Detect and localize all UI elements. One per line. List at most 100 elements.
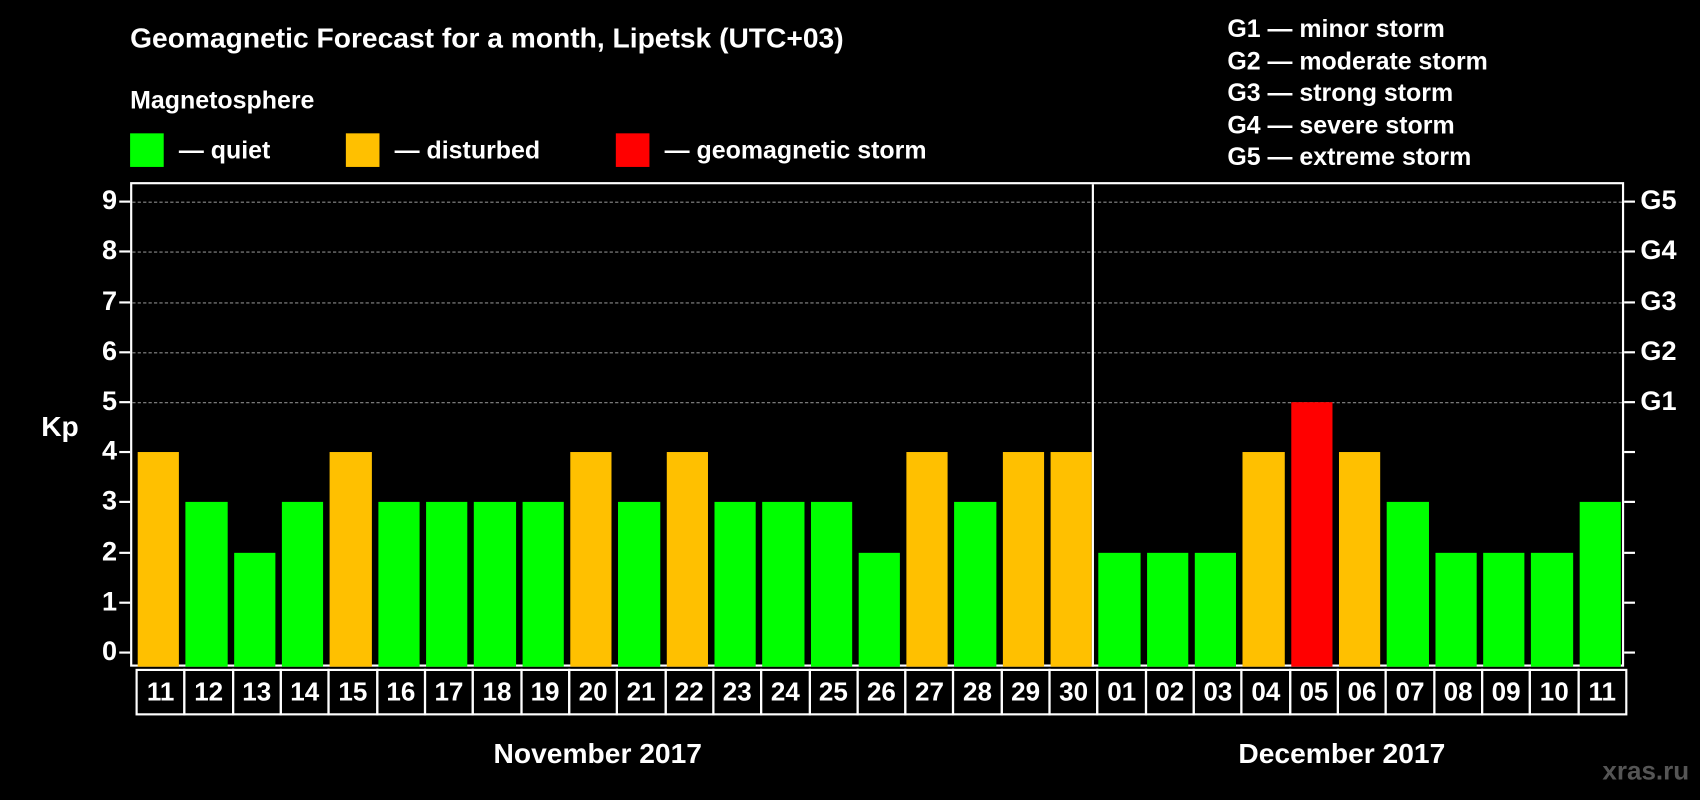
y-tick-right-2 — [1624, 551, 1635, 554]
bar-26-quiet — [1387, 502, 1429, 667]
chart-title: Geomagnetic Forecast for a month, Lipets… — [130, 21, 844, 55]
y-tick-label-8: 8 — [102, 235, 118, 267]
date-cell: 03 — [1192, 668, 1243, 716]
date-cell: 29 — [1000, 668, 1051, 716]
date-cell: 28 — [952, 668, 1003, 716]
bar-4-disturbed — [329, 452, 372, 667]
date-cell: 05 — [1288, 668, 1340, 716]
legend-label-quiet: — quiet — [178, 134, 271, 164]
y-tick-right-4 — [1624, 451, 1635, 454]
bar-22-quiet — [1194, 552, 1237, 667]
bar-0-disturbed — [137, 452, 180, 667]
date-cell: 23 — [712, 668, 763, 716]
date-cell: 21 — [616, 668, 667, 716]
y-tick-label-1: 1 — [102, 586, 118, 617]
date-cell: 26 — [856, 668, 907, 716]
date-cell: 16 — [375, 668, 427, 716]
y-tick-right-5 — [1624, 401, 1635, 404]
bar-28-quiet — [1483, 552, 1525, 667]
gridline-7 — [132, 301, 1622, 304]
date-cell: 22 — [664, 668, 715, 716]
y-tick-label-5: 5 — [102, 385, 118, 417]
bar-19-disturbed — [1050, 452, 1093, 667]
y-tick-1 — [119, 601, 131, 604]
date-cell: 20 — [568, 668, 619, 716]
y-tick-label-7: 7 — [102, 285, 118, 317]
date-cell: 13 — [231, 668, 282, 716]
bar-20-quiet — [1098, 552, 1141, 667]
y-tick-label-2: 2 — [102, 536, 118, 567]
date-cell: 12 — [183, 668, 234, 716]
date-cell: 01 — [1096, 668, 1147, 716]
y-tick-2 — [119, 551, 131, 554]
date-cell: 08 — [1432, 668, 1484, 716]
y-tick-9 — [119, 200, 131, 203]
date-cell: 11 — [1577, 668, 1628, 716]
bar-18-disturbed — [1002, 452, 1045, 667]
y-tick-label-6: 6 — [102, 335, 118, 367]
y-tick-label-9: 9 — [102, 185, 118, 216]
bar-29-quiet — [1531, 552, 1573, 667]
bar-17-quiet — [954, 502, 997, 667]
y-tick-right-7 — [1624, 300, 1635, 304]
watermark: xras.ru — [1602, 756, 1690, 786]
bar-7-quiet — [474, 502, 516, 667]
bar-15-quiet — [858, 552, 901, 667]
bar-3-quiet — [281, 502, 324, 667]
y-tick-6 — [119, 350, 131, 354]
g-axis-label-g4: G4 — [1640, 235, 1677, 267]
date-cell: 30 — [1048, 668, 1099, 716]
date-cell: 14 — [279, 668, 330, 716]
gridline-9 — [132, 201, 1622, 203]
date-cell: 18 — [471, 668, 523, 716]
bar-2-quiet — [233, 552, 276, 667]
bar-8-quiet — [522, 502, 564, 667]
y-tick-8 — [119, 250, 131, 253]
bar-11-disturbed — [666, 452, 708, 667]
g-axis-label-g1: G1 — [1640, 385, 1677, 417]
y-tick-right-6 — [1624, 350, 1635, 354]
legend-label-disturbed: — disturbed — [394, 134, 541, 164]
legend-item-storm: — geomagnetic storm — [615, 132, 926, 167]
y-tick-right-3 — [1624, 501, 1635, 504]
date-cell: 19 — [519, 668, 571, 716]
bar-25-disturbed — [1339, 452, 1381, 667]
bar-24-storm — [1290, 402, 1333, 667]
g-axis-label-g5: G5 — [1640, 185, 1677, 216]
bar-27-quiet — [1435, 552, 1477, 667]
date-cell: 27 — [904, 668, 955, 716]
y-tick-5 — [119, 401, 131, 404]
g-legend-g3: G3 — strong storm — [1227, 78, 1454, 107]
legend-item-disturbed: — disturbed — [345, 132, 541, 167]
bar-1-quiet — [185, 502, 228, 667]
y-tick-7 — [119, 300, 131, 304]
date-cell: 15 — [327, 668, 378, 716]
g-legend-g1: G1 — minor storm — [1227, 14, 1445, 43]
y-tick-right-8 — [1624, 250, 1635, 253]
date-cell: 25 — [808, 668, 859, 716]
legend-subtitle: Magnetosphere — [130, 85, 315, 114]
bar-21-quiet — [1146, 552, 1189, 667]
legend-swatch-storm — [615, 132, 650, 167]
date-cell: 06 — [1336, 668, 1388, 716]
legend-swatch-quiet — [130, 132, 164, 167]
y-tick-label-0: 0 — [102, 636, 118, 667]
gridline-5 — [132, 402, 1622, 404]
y-tick-right-9 — [1624, 200, 1635, 203]
gridline-6 — [132, 352, 1622, 354]
y-axis-label: Kp — [41, 409, 79, 443]
month-label-november: November 2017 — [493, 737, 702, 770]
y-tick-right-0 — [1624, 651, 1635, 654]
g-axis-label-g2: G2 — [1640, 335, 1677, 367]
date-cell: 04 — [1240, 668, 1291, 716]
date-cell: 10 — [1529, 668, 1580, 716]
y-tick-label-3: 3 — [102, 486, 118, 517]
month-label-december: December 2017 — [1238, 737, 1446, 770]
date-cell: 07 — [1384, 668, 1436, 716]
bar-13-quiet — [762, 502, 804, 667]
gridline-8 — [132, 251, 1622, 253]
bar-30-quiet — [1579, 502, 1621, 667]
y-tick-3 — [119, 501, 131, 504]
date-cell: 17 — [423, 668, 475, 716]
